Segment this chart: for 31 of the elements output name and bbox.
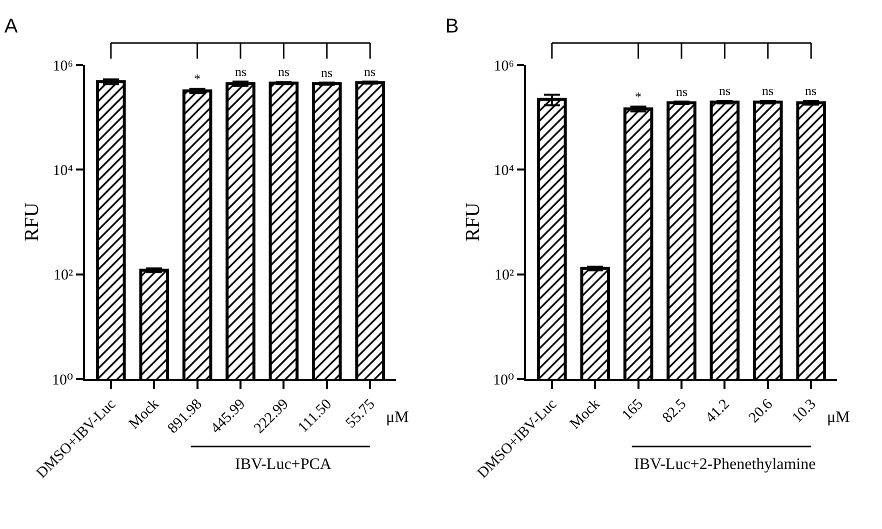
chart-title: A <box>4 16 18 38</box>
chart-title: B <box>445 16 459 38</box>
text: μM <box>827 409 850 426</box>
y-tick-label: 10² <box>54 268 74 284</box>
y-tick-label: 10⁰ <box>492 372 514 388</box>
annotation: ns <box>364 64 376 79</box>
annotation: ns <box>235 64 247 79</box>
x-tick-label: 82.5 <box>660 396 690 426</box>
text: μM <box>386 409 409 426</box>
annotation: ns <box>676 84 688 99</box>
y-tick-label: 10⁶ <box>494 58 514 74</box>
y-tick-label: 10⁶ <box>52 58 73 74</box>
annotation: ns <box>762 83 774 98</box>
x-tick-label: 165 <box>619 396 646 424</box>
text: IBV-Luc+2-Phenethylamine <box>634 456 816 473</box>
y-axis-title: RFU <box>20 202 43 242</box>
y-tick-label: 10⁴ <box>52 162 73 179</box>
x-tick-label: 41.2 <box>702 396 733 426</box>
annotation: ns <box>278 64 290 79</box>
x-tick-label: 10.3 <box>789 396 820 426</box>
annotation: * <box>635 89 642 104</box>
annotation: * <box>194 71 200 86</box>
y-axis-title: RFU <box>462 202 484 242</box>
y-tick-label: 10² <box>494 268 514 284</box>
text: IBV-Luc+PCA <box>235 456 332 473</box>
x-tick-label: 20.6 <box>746 396 776 426</box>
y-tick-label: 10⁰ <box>52 372 73 388</box>
annotation: ns <box>805 83 817 98</box>
y-tick-label: 10⁴ <box>494 162 514 179</box>
annotation: ns <box>321 65 333 80</box>
annotation: ns <box>719 83 731 98</box>
